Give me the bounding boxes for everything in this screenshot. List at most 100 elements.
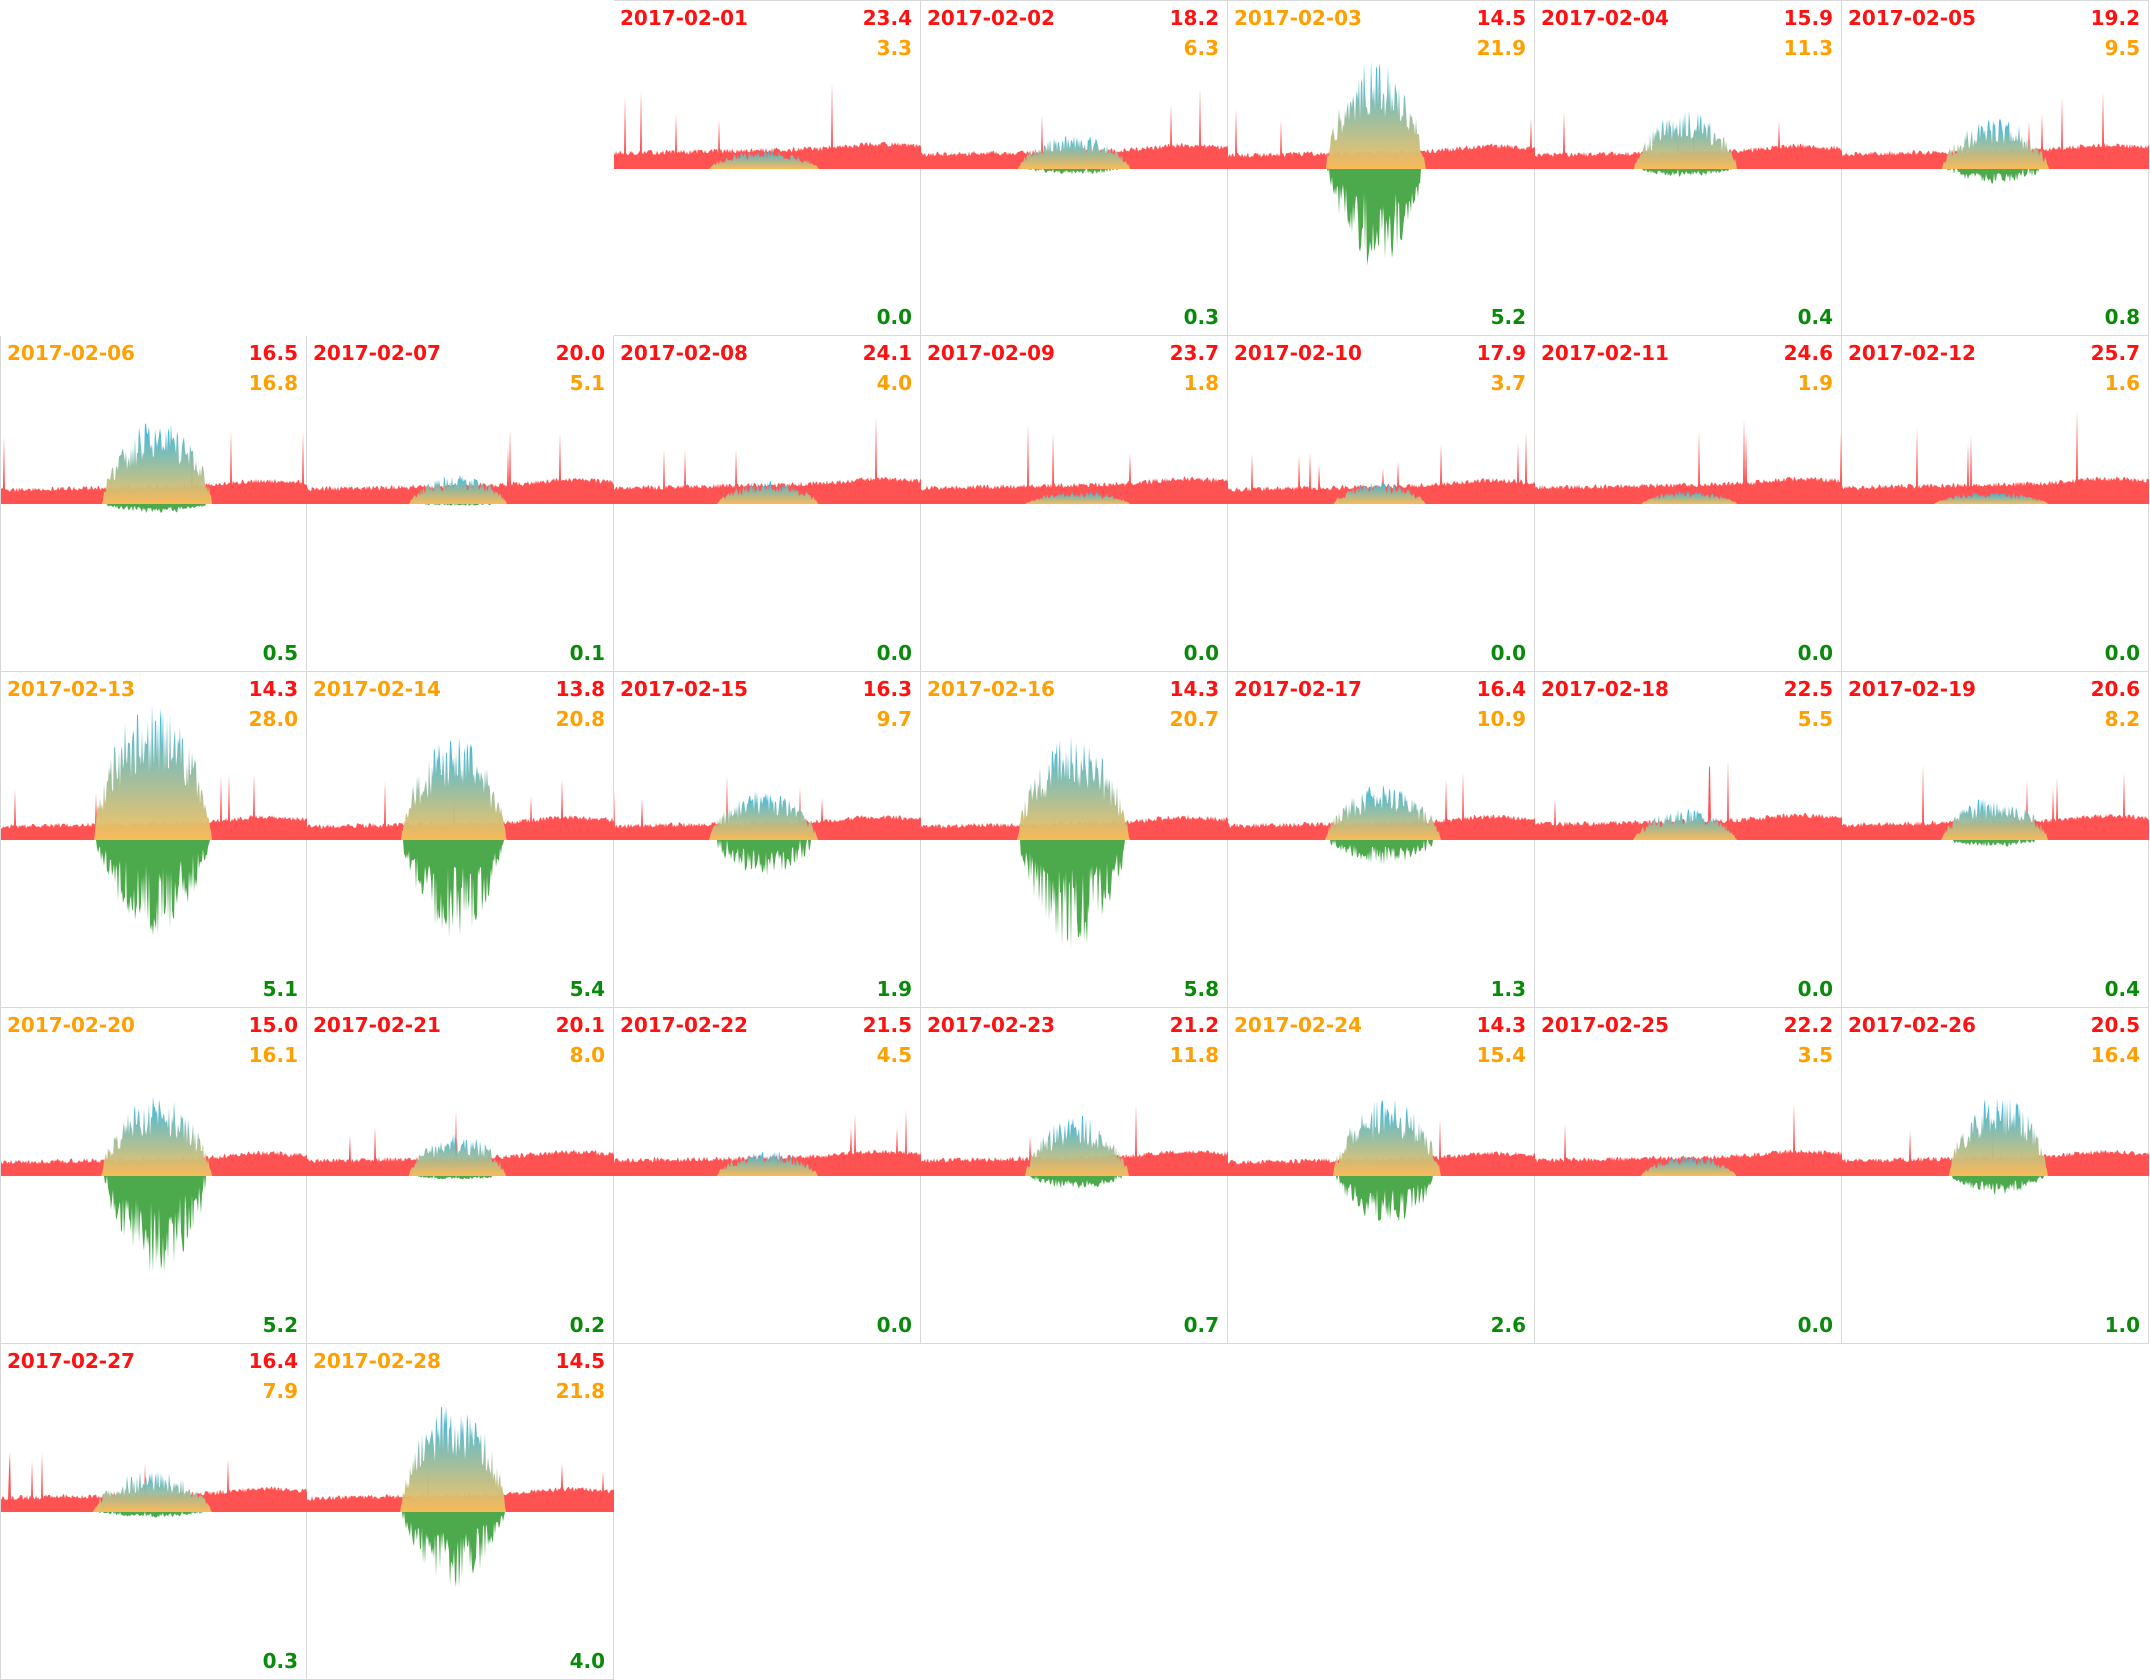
production-value: 6.3 <box>1183 36 1219 60</box>
consumption-area <box>307 1463 614 1512</box>
consumption-area <box>307 779 614 840</box>
consumption-value: 20.5 <box>2090 1013 2140 1037</box>
production-value: 11.3 <box>1783 36 1833 60</box>
consumption-value: 21.2 <box>1169 1013 1219 1037</box>
consumption-value: 22.5 <box>1783 677 1833 701</box>
day-cell: 2017-02-11 24.6 1.9 0.0 <box>1535 336 1842 672</box>
consumption-value: 14.5 <box>555 1349 605 1373</box>
day-chart <box>307 1406 614 1588</box>
day-chart <box>1228 60 1535 266</box>
consumption-area <box>1535 419 1842 504</box>
production-value: 16.8 <box>248 371 298 395</box>
consumption-value: 24.6 <box>1783 341 1833 365</box>
consumption-value: 14.3 <box>248 677 298 701</box>
production-value: 1.6 <box>2104 371 2140 395</box>
day-cell: 2017-02-22 21.5 4.5 0.0 <box>614 1008 921 1344</box>
export-value: 0.0 <box>1490 641 1526 665</box>
consumption-area <box>1 430 308 504</box>
day-cell: 2017-02-25 22.2 3.5 0.0 <box>1535 1008 1842 1344</box>
export-value: 0.1 <box>569 641 605 665</box>
day-cell: 2017-02-08 24.1 4.0 0.0 <box>614 336 921 672</box>
day-chart <box>921 424 1228 504</box>
day-cell: 2017-02-26 20.5 16.4 1.0 <box>1842 1008 2149 1344</box>
export-area <box>921 1176 1228 1189</box>
day-date-label: 2017-02-05 <box>1848 6 1976 30</box>
day-chart <box>1535 1104 1842 1176</box>
consumption-area <box>1535 760 1842 840</box>
day-cell: 2017-02-18 22.5 5.5 0.0 <box>1535 672 1842 1008</box>
production-value: 4.0 <box>876 371 912 395</box>
day-date-label: 2017-02-22 <box>620 1013 748 1037</box>
consumption-area <box>1535 111 1842 169</box>
export-area <box>307 504 614 506</box>
export-value: 0.7 <box>1183 1313 1219 1337</box>
consumption-value: 17.9 <box>1476 341 1526 365</box>
day-chart <box>1842 1098 2149 1195</box>
production-area <box>921 491 1228 504</box>
consumption-value: 23.7 <box>1169 341 1219 365</box>
day-chart <box>307 737 614 939</box>
production-area <box>307 1134 614 1176</box>
production-value: 3.3 <box>876 36 912 60</box>
export-value: 0.0 <box>876 1313 912 1337</box>
production-value: 10.9 <box>1476 707 1526 731</box>
day-chart <box>1535 760 1842 840</box>
day-date-label: 2017-02-06 <box>7 341 135 365</box>
day-date-label: 2017-02-11 <box>1541 341 1669 365</box>
day-cell: 2017-02-13 14.3 28.0 5.1 <box>0 672 308 1008</box>
day-cell: 2017-02-27 16.4 7.9 0.3 <box>0 1344 308 1680</box>
day-chart <box>1 1096 308 1273</box>
production-area <box>1842 1098 2149 1176</box>
day-chart <box>1535 419 1842 504</box>
export-value: 0.0 <box>1797 641 1833 665</box>
export-value: 1.3 <box>1490 977 1526 1001</box>
day-cell: 2017-02-21 20.1 8.0 0.2 <box>307 1008 614 1344</box>
consumption-area <box>1842 764 2149 840</box>
production-area <box>1 705 308 840</box>
production-value: 11.8 <box>1169 1043 1219 1067</box>
day-chart <box>1 1452 308 1518</box>
day-chart <box>1842 764 2149 847</box>
day-date-label: 2017-02-15 <box>620 677 748 701</box>
day-chart <box>614 82 921 169</box>
day-chart <box>921 1105 1228 1189</box>
consumption-area <box>1228 771 1535 840</box>
consumption-area <box>921 1105 1228 1176</box>
production-area <box>614 790 921 840</box>
export-area <box>1228 840 1535 865</box>
export-area <box>307 840 614 939</box>
day-cell: 2017-02-23 21.2 11.8 0.7 <box>921 1008 1228 1344</box>
production-area <box>1228 1099 1535 1176</box>
production-area <box>307 737 614 840</box>
consumption-area <box>307 429 614 504</box>
day-date-label: 2017-02-12 <box>1848 341 1976 365</box>
day-chart <box>614 775 921 877</box>
day-date-label: 2017-02-17 <box>1234 677 1362 701</box>
day-cell: 2017-02-04 15.9 11.3 0.4 <box>1535 0 1842 336</box>
day-date-label: 2017-02-19 <box>1848 677 1976 701</box>
export-value: 5.1 <box>262 977 298 1001</box>
export-value: 2.6 <box>1490 1313 1526 1337</box>
consumption-area <box>1 774 308 840</box>
day-chart <box>614 416 921 504</box>
consumption-value: 14.3 <box>1169 677 1219 701</box>
production-area <box>614 149 921 169</box>
day-cell: 2017-02-07 20.0 5.1 0.1 <box>307 336 614 672</box>
day-date-label: 2017-02-07 <box>313 341 441 365</box>
export-value: 0.4 <box>1797 305 1833 329</box>
production-area <box>614 480 921 504</box>
production-value: 5.1 <box>569 371 605 395</box>
consumption-value: 21.5 <box>862 1013 912 1037</box>
day-cell: 2017-02-06 16.5 16.8 0.5 <box>0 336 308 672</box>
export-value: 0.0 <box>1183 641 1219 665</box>
production-area <box>307 474 614 504</box>
consumption-value: 13.8 <box>555 677 605 701</box>
production-area <box>921 135 1228 169</box>
export-area <box>1 1176 308 1273</box>
consumption-area <box>921 89 1228 169</box>
day-date-label: 2017-02-16 <box>927 677 1055 701</box>
export-area <box>921 169 1228 175</box>
day-cell: 2017-02-16 14.3 20.7 5.8 <box>921 672 1228 1008</box>
day-date-label: 2017-02-20 <box>7 1013 135 1037</box>
day-cell: 2017-02-17 16.4 10.9 1.3 <box>1228 672 1535 1008</box>
